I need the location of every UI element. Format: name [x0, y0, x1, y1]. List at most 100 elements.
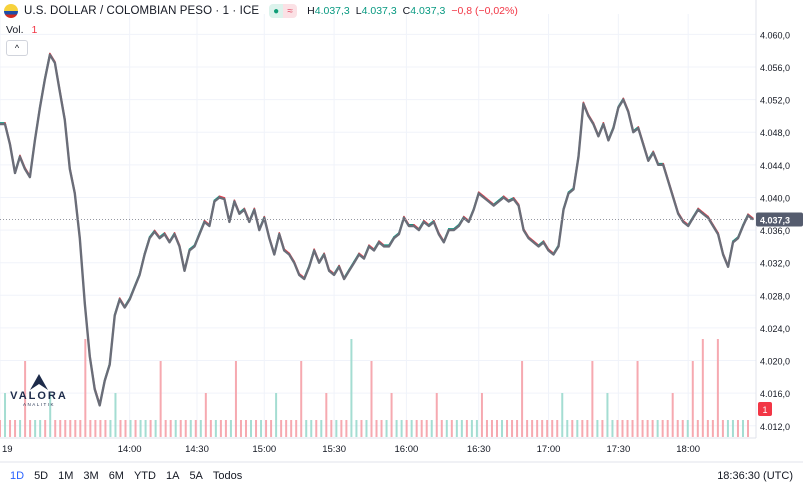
- volume-bar: [335, 420, 338, 437]
- volume-bar: [676, 420, 679, 437]
- volume-bar: [455, 420, 458, 437]
- volume-bar: [465, 420, 468, 437]
- volume-bar: [24, 361, 27, 437]
- volume-bar: [661, 420, 664, 437]
- volume-bar: [64, 420, 67, 437]
- period-5a[interactable]: 5A: [189, 470, 203, 482]
- volume-bar: [531, 420, 534, 437]
- volume-bar: [260, 420, 263, 437]
- high-value: 4.037,3: [314, 5, 350, 17]
- x-tick-label: 14:30: [185, 444, 209, 455]
- last-price-tag: 4.037,3: [760, 215, 790, 225]
- volume-bar: [586, 420, 589, 437]
- period-1a[interactable]: 1A: [165, 470, 180, 482]
- volume-bar: [29, 420, 32, 437]
- volume-bar: [84, 339, 87, 437]
- period-ytd[interactable]: YTD: [133, 470, 156, 482]
- volume-bar: [19, 420, 22, 437]
- volume-bar: [696, 420, 699, 437]
- volume-bar: [621, 420, 624, 437]
- volume-bar: [561, 393, 564, 437]
- volume-bar: [576, 420, 579, 437]
- volume-bar: [511, 420, 514, 437]
- x-tick-label: 15:30: [322, 444, 346, 455]
- clock[interactable]: 18:36:30 (UTC): [717, 470, 793, 482]
- volume-bar: [601, 420, 604, 437]
- ohlc-values: H4.037,3 L4.037,3 C4.037,3 −0,8 (−0,02%): [307, 5, 518, 17]
- volume-bar: [445, 420, 448, 437]
- period-todos[interactable]: Todos: [212, 470, 243, 482]
- last-price-tag-bg: [756, 212, 803, 227]
- x-tick-label: 14:00: [118, 444, 142, 455]
- volume-bar: [159, 361, 162, 437]
- low-value: 4.037,3: [361, 5, 397, 17]
- volume-bar: [345, 420, 348, 437]
- symbol-title[interactable]: U.S. DOLLAR / COLOMBIAN PESO · 1 · ICE: [24, 5, 260, 17]
- volume-bar: [711, 420, 714, 437]
- period-1d[interactable]: 1D: [10, 470, 25, 482]
- volume-bar: [204, 393, 207, 437]
- volume-bar: [214, 420, 217, 437]
- period-3m[interactable]: 3M: [83, 470, 99, 482]
- volume-bar: [430, 420, 433, 437]
- volume-bar: [701, 339, 704, 437]
- volume-bar: [691, 361, 694, 437]
- volume-bar: [229, 420, 232, 437]
- volume-value: 1: [31, 24, 38, 36]
- volume-bar: [686, 420, 689, 437]
- volume-bar: [450, 420, 453, 437]
- collapse-legend-button[interactable]: ^: [6, 40, 28, 56]
- volume-bar: [726, 420, 729, 437]
- volume-bar: [164, 420, 167, 437]
- volume-bar: [485, 420, 488, 437]
- period-1m[interactable]: 1M: [58, 470, 74, 482]
- volume-tag: 1: [762, 405, 767, 415]
- volume-bar: [556, 420, 559, 437]
- y-tick-label: 4.040,0: [760, 193, 790, 203]
- green-dot-icon: ●: [269, 4, 284, 18]
- volume-bar: [234, 361, 237, 437]
- volume-bar: [460, 420, 463, 437]
- close-label: C: [402, 5, 411, 17]
- x-tick-label: 18:00: [676, 444, 700, 455]
- volume-tag-bg: [758, 402, 772, 416]
- volume-bar: [189, 420, 192, 437]
- status-badge[interactable]: ● ≈: [269, 4, 298, 18]
- volume-bar: [375, 420, 378, 437]
- volume-bar: [501, 420, 504, 437]
- volume-bar: [199, 420, 202, 437]
- volume-bar: [420, 420, 423, 437]
- volume-bar: [330, 420, 333, 437]
- volume-bar: [295, 420, 298, 437]
- volume-bar: [566, 420, 569, 437]
- period-6m[interactable]: 6M: [108, 470, 124, 482]
- volume-bar: [415, 420, 418, 437]
- volume-bar: [340, 420, 343, 437]
- volume-bar: [224, 420, 227, 437]
- volume-bar: [410, 420, 413, 437]
- volume-bar: [305, 420, 308, 437]
- volume-bar: [747, 420, 749, 437]
- volume-bar: [741, 420, 744, 437]
- volume-bar: [571, 420, 574, 437]
- volume-bar: [114, 393, 117, 437]
- y-tick-label: 4.044,0: [760, 161, 790, 171]
- change-value: −0,8 (−0,02%): [451, 5, 518, 17]
- volume-bar: [591, 361, 594, 437]
- volume-bar: [89, 420, 92, 437]
- volume-bar: [551, 420, 554, 437]
- y-tick-label: 4.012,0: [760, 422, 790, 432]
- volume-bar: [350, 339, 353, 437]
- volume-bar: [385, 420, 388, 437]
- volume-bar: [14, 420, 17, 437]
- volume-bar: [79, 420, 82, 437]
- volume-bar: [606, 393, 609, 437]
- logo-name: VALORA: [10, 390, 68, 402]
- period-5d[interactable]: 5D: [34, 470, 49, 482]
- volume-bar: [636, 361, 639, 437]
- volume-bar: [310, 420, 313, 437]
- volume-bar: [239, 420, 242, 437]
- volume-bar: [706, 420, 709, 437]
